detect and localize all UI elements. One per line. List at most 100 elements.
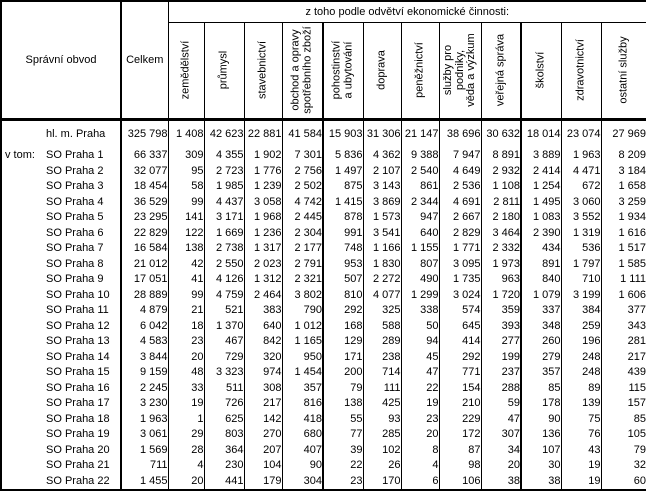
value-cell: 588 (362, 318, 401, 334)
value-cell: 39 (322, 442, 363, 458)
industry-header-row: zemědělství průmysl stavebnictví obchod … (1, 22, 646, 121)
value-cell: 4 879 (120, 302, 168, 318)
value-cell: 19 (167, 395, 204, 411)
value-cell: 1 776 (243, 163, 282, 179)
value-cell: 85 (520, 380, 561, 396)
value-cell: 42 (167, 256, 204, 272)
value-cell: 1 495 (520, 194, 561, 210)
value-cell: 45 (400, 349, 439, 365)
value-cell: 7 301 (281, 147, 323, 163)
value-cell: 710 (560, 271, 601, 287)
value-cell: 1 254 (520, 178, 561, 194)
value-cell: 2 756 (281, 163, 323, 179)
district-name-cell: SO Praha 20 (1, 442, 121, 458)
value-cell: 816 (281, 395, 323, 411)
value-cell: 18 014 (520, 119, 561, 148)
value-cell: 991 (322, 225, 363, 241)
district-name-cell: SO Praha 3 (1, 179, 121, 195)
value-cell: 441 (203, 473, 244, 490)
value-cell: 3 058 (243, 194, 282, 210)
value-cell: 7 947 (438, 147, 481, 163)
value-cell: 3 802 (281, 287, 323, 303)
value-cell: 90 (281, 457, 323, 473)
table-row: SO Praha 13 4 583 23 467 842 1 165 129 2… (1, 333, 646, 349)
value-cell: 3 171 (203, 209, 244, 225)
value-cell: 875 (322, 178, 363, 194)
district-name: SO Praha 4 (46, 195, 104, 208)
value-cell: 842 (243, 333, 282, 349)
value-cell: 36 529 (120, 194, 168, 210)
value-cell: 1 606 (600, 287, 646, 303)
value-cell: 129 (322, 333, 363, 349)
value-cell: 640 (400, 225, 439, 241)
value-cell: 210 (438, 395, 481, 411)
district-name-cell: SO Praha 4 (1, 194, 121, 210)
value-cell: 536 (560, 240, 601, 256)
value-cell: 1 963 (120, 411, 168, 427)
district-name: SO Praha 19 (46, 428, 110, 441)
value-cell: 2 932 (480, 163, 521, 179)
column-header-stavebnictvi: stavebnictví (243, 22, 282, 121)
value-cell: 1 108 (480, 178, 521, 194)
table-row: SO Praha 2 32 077 95 2 723 1 776 2 756 1… (1, 163, 646, 179)
value-cell: 20 (480, 457, 521, 473)
district-name-cell: SO Praha 22 (1, 473, 121, 490)
value-cell: 154 (438, 380, 481, 396)
value-cell: 2 177 (281, 240, 323, 256)
value-cell: 41 584 (281, 119, 323, 148)
value-cell: 304 (281, 473, 323, 490)
district-name-cell: hl. m. Praha (1, 119, 121, 148)
district-name-cell: SO Praha 15 (1, 365, 121, 381)
value-cell: 309 (167, 147, 204, 163)
value-cell: 60 (600, 473, 646, 490)
value-cell: 50 (400, 318, 439, 334)
value-cell: 102 (362, 442, 401, 458)
value-cell: 33 (167, 380, 204, 396)
value-cell: 28 889 (120, 287, 168, 303)
district-name: SO Praha 11 (46, 304, 109, 317)
value-cell: 325 798 (120, 119, 168, 148)
value-cell: 30 (520, 457, 561, 473)
value-cell: 3 869 (362, 194, 401, 210)
column-header-doprava: doprava (362, 22, 401, 121)
table-row: SO Praha 19 3 061 29 803 270 680 77 285 … (1, 426, 646, 442)
value-cell: 1 083 (520, 209, 561, 225)
value-cell: 1 973 (480, 256, 521, 272)
value-cell: 178 (520, 395, 561, 411)
value-cell: 3 199 (560, 287, 601, 303)
value-cell: 2 390 (520, 225, 561, 241)
value-cell: 47 (400, 364, 439, 380)
value-cell: 30 632 (480, 119, 521, 148)
value-cell: 6 042 (120, 318, 168, 334)
value-cell: 337 (520, 302, 561, 318)
value-cell: 23 (167, 333, 204, 349)
value-cell: 32 077 (120, 163, 168, 179)
value-cell: 196 (560, 333, 601, 349)
value-cell: 384 (560, 302, 601, 318)
value-cell: 42 623 (203, 119, 244, 148)
value-cell: 840 (520, 271, 561, 287)
value-cell: 308 (243, 380, 282, 396)
value-cell: 680 (281, 426, 323, 442)
value-cell: 4 (167, 457, 204, 473)
value-cell: 645 (438, 318, 481, 334)
value-cell: 1 166 (362, 240, 401, 256)
column-header-celkem: Celkem (120, 1, 168, 121)
column-header-verejna-sprava: veřejná správa (480, 22, 521, 121)
value-cell: 3 259 (600, 194, 646, 210)
value-cell: 21 (167, 302, 204, 318)
value-cell: 19 (560, 457, 601, 473)
value-cell: 307 (480, 426, 521, 442)
value-cell: 15 903 (322, 119, 363, 148)
value-cell: 6 (400, 473, 439, 490)
value-cell: 418 (281, 411, 323, 427)
value-cell: 4 742 (281, 194, 323, 210)
value-cell: 270 (243, 426, 282, 442)
value-cell: 1 902 (243, 147, 282, 163)
value-cell: 292 (438, 349, 481, 365)
value-cell: 21 147 (400, 119, 439, 148)
value-cell: 425 (362, 395, 401, 411)
value-cell: 20 (167, 349, 204, 365)
value-cell: 138 (167, 240, 204, 256)
value-cell: 2 445 (281, 209, 323, 225)
